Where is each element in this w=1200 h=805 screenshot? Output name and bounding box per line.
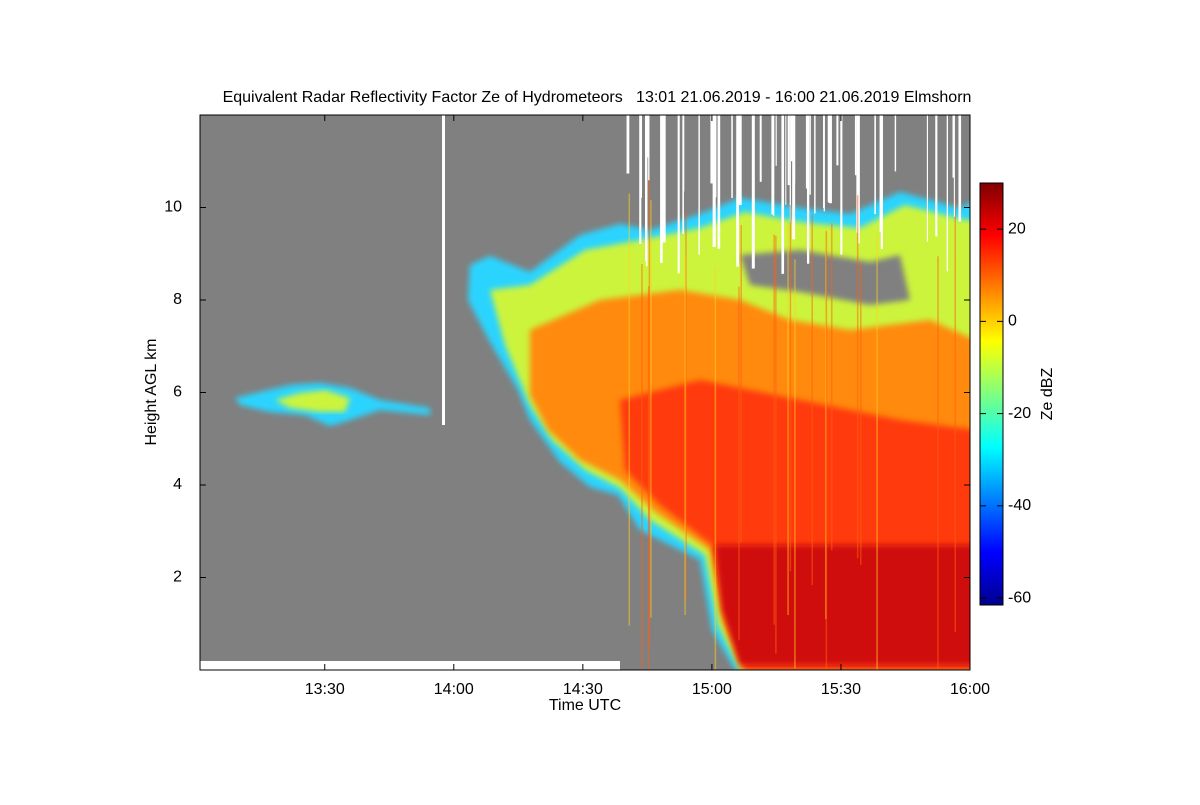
no-data-streak: [717, 115, 721, 249]
no-data-streak: [698, 115, 700, 255]
x-tick-label: 15:00: [692, 681, 732, 698]
no-data-streak: [677, 115, 680, 274]
no-data-streak: [660, 115, 663, 263]
no-data-streak: [814, 115, 816, 214]
no-data-streak: [789, 115, 791, 223]
y-tick-label: 4: [173, 476, 182, 493]
x-tick-label: 13:30: [305, 681, 345, 698]
x-tick-label: 15:30: [821, 681, 861, 698]
no-data-streak: [682, 115, 684, 234]
y-tick-label: 8: [173, 291, 182, 308]
no-data-streak: [935, 115, 938, 237]
echo-rain: [715, 545, 970, 665]
no-data-streak: [805, 115, 808, 189]
no-data-streak: [836, 115, 839, 166]
fall-streak: [714, 266, 717, 670]
no-data-streak: [953, 115, 955, 217]
fall-streak: [811, 214, 813, 585]
no-data-streak: [736, 115, 740, 267]
chart-title: Equivalent Radar Reflectivity Factor Ze …: [223, 89, 972, 106]
colorbar-tick-label: 0: [1008, 313, 1017, 330]
colorbar-label: Ze dBZ: [1039, 368, 1056, 421]
no-data-streak: [645, 115, 647, 261]
no-data-streak: [662, 115, 666, 243]
no-data-streak: [771, 115, 774, 215]
no-data-streak: [645, 115, 648, 267]
no-data-streak: [646, 115, 649, 158]
fall-streak: [650, 200, 652, 618]
fall-streak: [738, 286, 740, 641]
no-data-streak: [626, 115, 630, 174]
fall-streak: [775, 235, 777, 654]
fall-streak: [773, 234, 775, 625]
no-data-streak: [840, 115, 843, 255]
colorbar: [979, 182, 1004, 606]
fall-streak: [684, 253, 686, 615]
fall-streak: [825, 231, 828, 670]
no-data-streak: [710, 115, 714, 184]
no-data-streak: [787, 115, 790, 186]
no-data-streak: [894, 115, 897, 172]
fall-streak: [937, 256, 939, 670]
no-data-streak: [738, 115, 742, 206]
no-data-streak: [773, 115, 775, 216]
fall-streak: [647, 286, 650, 670]
no-data-streak: [854, 115, 857, 176]
fall-streak: [685, 211, 687, 600]
fall-streak: [794, 259, 796, 669]
no-data-streak: [952, 115, 955, 178]
fall-streak: [831, 223, 833, 551]
no-data-strip: [200, 661, 620, 670]
colorbar-tick-label: 20: [1008, 220, 1026, 237]
no-data-streak: [712, 115, 716, 247]
x-tick-label: 16:00: [950, 681, 990, 698]
no-data-streak: [806, 115, 810, 264]
y-axis-label: Height AGL km: [143, 338, 160, 445]
no-data-streak: [880, 115, 883, 249]
no-data-streak: [926, 115, 928, 242]
no-data-streak: [714, 115, 717, 198]
fall-streak: [740, 225, 742, 543]
no-data-streak: [648, 115, 650, 181]
no-data-streak: [442, 115, 445, 425]
no-data-streak: [827, 115, 831, 203]
no-data-streak: [759, 115, 762, 182]
radar-field: [200, 115, 970, 670]
x-tick-label: 14:00: [434, 681, 474, 698]
colorbar-tick-label: -60: [1008, 589, 1031, 606]
no-data-streak: [958, 115, 962, 222]
no-data-streak: [858, 115, 860, 244]
fall-streak: [648, 177, 651, 647]
no-data-streak: [792, 115, 796, 240]
y-tick-label: 10: [164, 199, 182, 216]
no-data-streak: [946, 115, 948, 272]
no-data-streak: [639, 115, 642, 244]
fall-streak: [954, 197, 956, 633]
no-data-streak: [731, 115, 733, 198]
no-data-streak: [781, 115, 785, 274]
echo-upper-core: [275, 390, 350, 412]
no-data-streak: [856, 115, 860, 233]
no-data-streak: [751, 115, 755, 269]
fall-streak: [628, 193, 631, 626]
no-data-streak: [809, 115, 811, 195]
x-tick-label: 14:30: [563, 681, 603, 698]
x-axis-label: Time UTC: [549, 697, 621, 714]
fall-streak: [787, 224, 789, 616]
colorbar-tick-label: -40: [1008, 497, 1031, 514]
no-data-streak: [785, 115, 787, 205]
no-data-streak: [790, 115, 793, 162]
colorbar-tick-label: -20: [1008, 405, 1031, 422]
no-data-streak: [775, 115, 777, 166]
fall-streak: [789, 205, 792, 572]
y-tick-label: 2: [173, 569, 182, 586]
fall-streak: [876, 234, 878, 670]
no-data-streak: [874, 115, 876, 215]
fall-streak: [641, 263, 643, 670]
y-tick-label: 6: [173, 384, 182, 401]
fall-streak: [856, 195, 859, 559]
no-data-streak: [823, 115, 825, 212]
fall-streak: [860, 263, 862, 565]
